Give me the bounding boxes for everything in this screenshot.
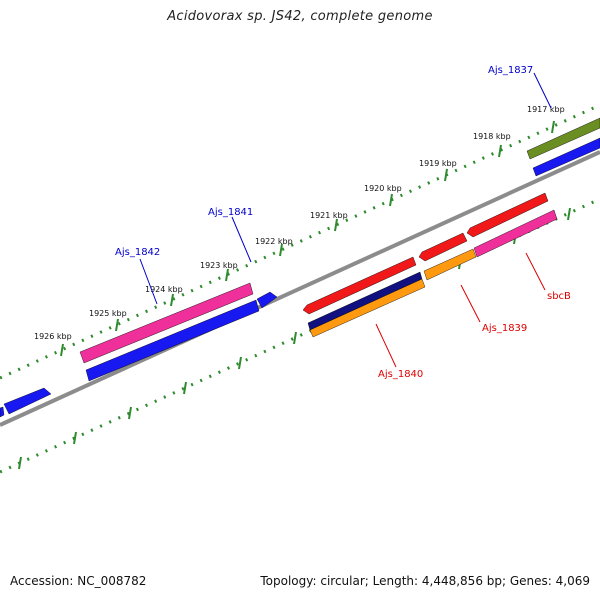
gene-feature-Ajs_1840[interactable] — [309, 278, 426, 338]
callout-line — [525, 252, 546, 291]
gene-feature-red[interactable] — [302, 256, 417, 315]
callout-line — [460, 284, 481, 323]
gene-feature-blue[interactable] — [532, 137, 600, 177]
gene-feature-blue[interactable] — [3, 387, 52, 415]
gene-label-Ajs_1837[interactable]: Ajs_1837 — [488, 65, 533, 76]
kbp-label: 1925 kbp — [89, 309, 127, 318]
genome-backbone — [0, 150, 600, 427]
gene-feature-red[interactable] — [466, 192, 549, 238]
kbp-label: 1917 kbp — [527, 105, 565, 114]
gene-label-Ajs_1840[interactable]: Ajs_1840 — [378, 369, 423, 380]
gene-feature-blue[interactable] — [0, 406, 5, 418]
gene-feature-Ajs_1841[interactable] — [256, 291, 278, 309]
outer-major-ticks — [60, 120, 555, 357]
kbp-label: 1924 kbp — [145, 285, 183, 294]
kbp-label: 1921 kbp — [310, 211, 348, 220]
gene-feature-red[interactable] — [418, 232, 468, 262]
kbp-label: 1926 kbp — [34, 332, 72, 341]
gene-label-Ajs_1839[interactable]: Ajs_1839 — [482, 323, 527, 334]
genome-summary: Topology: circular; Length: 4,448,856 bp… — [260, 574, 590, 588]
kbp-label: 1923 kbp — [200, 261, 238, 270]
callout-line — [533, 72, 552, 109]
gene-label-Ajs_1841[interactable]: Ajs_1841 — [208, 207, 253, 218]
callout-line — [139, 258, 158, 305]
gene-feature-blue[interactable] — [85, 299, 260, 382]
gene-label-sbcB[interactable]: sbcB — [547, 291, 571, 302]
kbp-label: 1922 kbp — [255, 237, 293, 246]
gene-label-Ajs_1842[interactable]: Ajs_1842 — [115, 247, 160, 258]
gene-feature-sbcB[interactable] — [473, 209, 558, 258]
gene-feature-olive[interactable] — [526, 117, 600, 160]
accession-info: Accession: NC_008782 — [10, 574, 147, 588]
kbp-label: 1919 kbp — [419, 159, 457, 168]
map-title: Acidovorax sp. JS42, complete genome — [167, 9, 433, 24]
kbp-label: 1918 kbp — [473, 132, 511, 141]
callout-line — [375, 323, 397, 368]
kbp-label: 1920 kbp — [364, 184, 402, 193]
gene-feature-Ajs_1842[interactable] — [79, 282, 254, 364]
gene-feature-Ajs_1839[interactable] — [423, 248, 477, 281]
callout-line — [231, 216, 252, 263]
